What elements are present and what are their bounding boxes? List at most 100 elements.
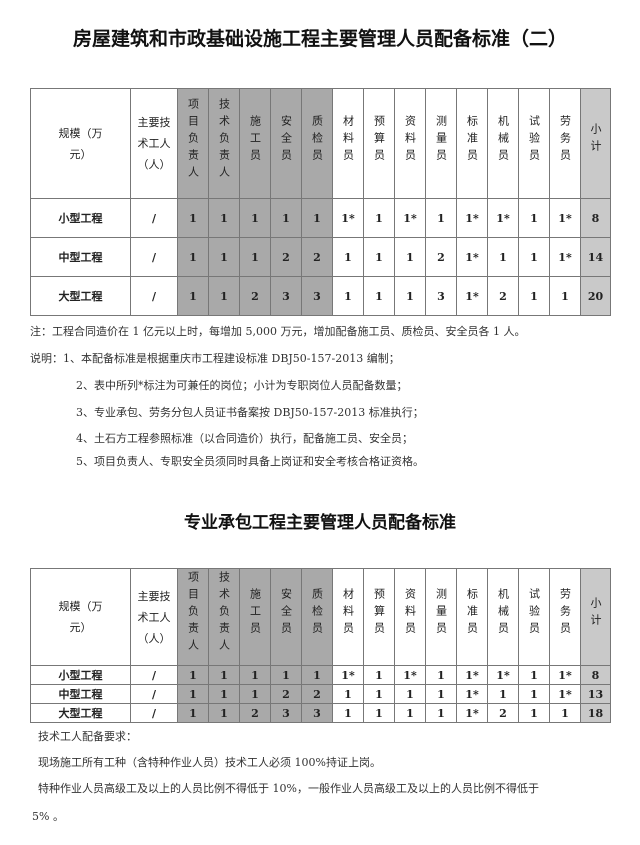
table-cell: 1 bbox=[177, 276, 209, 316]
table-cell: 2 bbox=[239, 276, 271, 316]
table-cell: 8 bbox=[580, 665, 611, 685]
table-cell: 3 bbox=[270, 703, 302, 723]
column-header: 规模（万元） bbox=[30, 568, 131, 666]
column-header-label: 安全员 bbox=[279, 588, 293, 639]
column-header-label: 机械员 bbox=[496, 588, 510, 639]
column-header: 规模（万元） bbox=[30, 88, 131, 199]
row-label: 小型工程 bbox=[30, 665, 131, 685]
table-cell: 1 bbox=[177, 237, 209, 277]
column-header-label: 试验员 bbox=[527, 588, 541, 639]
column-header-label: 机械员 bbox=[496, 114, 510, 166]
column-header: 施工员 bbox=[239, 88, 271, 199]
table-cell: 2 bbox=[301, 684, 333, 704]
column-header: 资料员 bbox=[394, 88, 426, 199]
column-header: 主要技术工人（人） bbox=[130, 88, 178, 199]
table-cell: 1* bbox=[456, 276, 488, 316]
column-header-label: 预算员 bbox=[372, 114, 386, 166]
note: 3、专业承包、劳务分包人员证书备案按 DBJ50-157-2013 标准执行； bbox=[76, 406, 424, 419]
table-cell: 1 bbox=[301, 665, 333, 685]
table-cell: 1 bbox=[332, 276, 364, 316]
table-cell: / bbox=[130, 684, 178, 704]
column-header-label: 标准员 bbox=[465, 114, 479, 166]
row-label: 大型工程 bbox=[30, 276, 131, 316]
table-row: 中型工程/1 1 1 2 2 1 1 1 1 1* 1 1 1* 13 bbox=[30, 684, 611, 704]
table-cell: 1 bbox=[487, 237, 519, 277]
column-header-label: 质检员 bbox=[310, 114, 324, 166]
table-cell: 1 bbox=[270, 198, 302, 238]
column-header: 试验员 bbox=[518, 88, 550, 199]
table-cell: 2 bbox=[239, 703, 271, 723]
column-header: 主要技术工人（人） bbox=[130, 568, 178, 666]
table-cell: 8 bbox=[580, 198, 611, 238]
staffing-table-2: 规模（万元） 主要技术工人（人） 项目负责人 技术负责人 施工员 安全员 质检员 材料员 预算员… bbox=[30, 568, 611, 723]
table-cell: 1 bbox=[549, 703, 581, 723]
column-header-label: 施工员 bbox=[248, 588, 262, 639]
table-row: 中型工程/1 1 1 2 2 1 1 1 2 1* 1 1 1* 14 bbox=[30, 237, 611, 277]
table-cell: 2 bbox=[487, 703, 519, 723]
column-header: 测量员 bbox=[425, 568, 457, 666]
table-cell: 1 bbox=[518, 276, 550, 316]
column-header: 预算员 bbox=[363, 88, 395, 199]
column-header-label: 测量员 bbox=[434, 588, 448, 639]
table-row: 大型工程/1 1 2 3 3 1 1 1 1 1* 2 1 1 18 bbox=[30, 703, 611, 723]
table-cell: 1* bbox=[394, 198, 426, 238]
column-header: 安全员 bbox=[270, 568, 302, 666]
table-cell: 1 bbox=[425, 665, 457, 685]
table-cell: 1* bbox=[394, 665, 426, 685]
table-cell: / bbox=[130, 198, 178, 238]
column-header-label: 主要技术工人（人） bbox=[137, 589, 171, 645]
table-cell: 1* bbox=[456, 703, 488, 723]
column-header-label: 材料员 bbox=[341, 114, 355, 166]
section-title: 专业承包工程主要管理人员配备标准 bbox=[184, 513, 456, 533]
column-header-label: 劳务员 bbox=[558, 114, 572, 166]
table-cell: / bbox=[130, 665, 178, 685]
column-header: 机械员 bbox=[487, 568, 519, 666]
table-cell: 1 bbox=[208, 276, 240, 316]
table-cell: 1 bbox=[518, 665, 550, 685]
table-cell: 1 bbox=[239, 198, 271, 238]
column-header-label: 小计 bbox=[589, 123, 602, 157]
column-header: 测量员 bbox=[425, 88, 457, 199]
table-cell: 1 bbox=[549, 276, 581, 316]
table-cell: 1 bbox=[363, 665, 395, 685]
column-header-label: 测量员 bbox=[434, 114, 448, 166]
table-cell: 2 bbox=[487, 276, 519, 316]
table-row: 大型工程/1 1 2 3 3 1 1 1 3 1* 2 1 1 20 bbox=[30, 276, 611, 316]
table-cell: 1 bbox=[518, 198, 550, 238]
table-cell: 1* bbox=[456, 198, 488, 238]
table-cell: 1 bbox=[518, 703, 550, 723]
table-cell: 1 bbox=[363, 237, 395, 277]
column-header: 劳务员 bbox=[549, 568, 581, 666]
table-cell: 1* bbox=[456, 665, 488, 685]
column-header: 安全员 bbox=[270, 88, 302, 199]
note: 技术工人配备要求： bbox=[38, 730, 137, 743]
table-cell: 1 bbox=[208, 684, 240, 704]
column-header-label: 项目负责人 bbox=[186, 97, 200, 183]
column-header-label: 材料员 bbox=[341, 588, 355, 639]
column-header-label: 项目负责人 bbox=[186, 571, 200, 656]
table-cell: 1 bbox=[518, 684, 550, 704]
column-header: 机械员 bbox=[487, 88, 519, 199]
column-header: 资料员 bbox=[394, 568, 426, 666]
column-header-label: 小计 bbox=[589, 596, 602, 631]
column-header-label: 规模（万元） bbox=[58, 126, 103, 161]
table-cell: 13 bbox=[580, 684, 611, 704]
table-cell: 1 bbox=[208, 198, 240, 238]
table-cell: 1 bbox=[363, 684, 395, 704]
table-cell: 1 bbox=[518, 237, 550, 277]
table-cell: 1 bbox=[394, 684, 426, 704]
table-cell: 1 bbox=[270, 665, 302, 685]
note: 特种作业人员高级工及以上的人员比例不得低于 10%，一般作业人员高级工及以上的人… bbox=[38, 782, 539, 795]
column-header-label: 质检员 bbox=[310, 588, 324, 639]
column-header: 小计 bbox=[580, 88, 611, 199]
table-cell: 1* bbox=[456, 684, 488, 704]
column-header-label: 预算员 bbox=[372, 588, 386, 639]
column-header: 材料员 bbox=[332, 568, 364, 666]
table-cell: 14 bbox=[580, 237, 611, 277]
note: 4、土石方工程参照标准（以合同造价）执行，配备施工员、安全员； bbox=[76, 432, 413, 445]
table-row: 小型工程/1 1 1 1 1 1* 1 1* 1 1* 1* 1 1* 8 bbox=[30, 198, 611, 238]
table-row: 小型工程/1 1 1 1 1 1* 1 1* 1 1* 1* 1 1* 8 bbox=[30, 665, 611, 685]
table-cell: 1 bbox=[394, 703, 426, 723]
table-cell: 1 bbox=[301, 198, 333, 238]
table-cell: 1 bbox=[208, 237, 240, 277]
